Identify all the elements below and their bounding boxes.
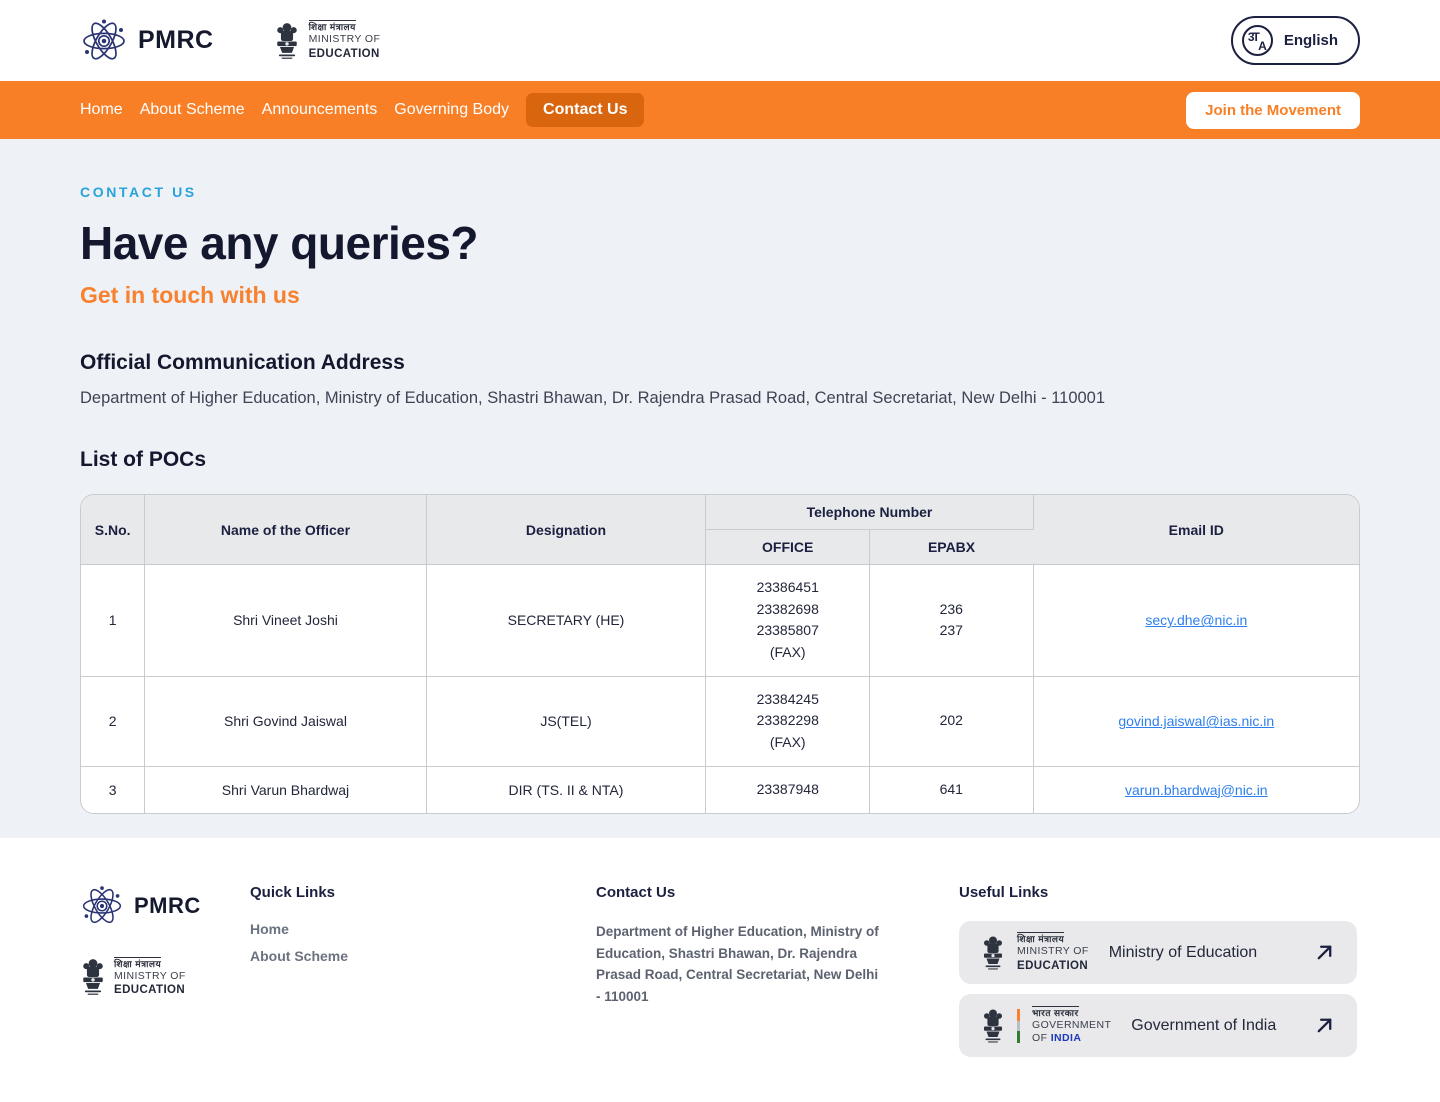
useful-link-label: Government of India <box>1131 1016 1277 1034</box>
moe-line1: MINISTRY OF <box>114 969 186 982</box>
ashoka-emblem-icon <box>984 936 1002 970</box>
cell-officer-name: Shri Varun Bhardwaj <box>144 766 427 813</box>
moe-line2: EDUCATION <box>308 47 380 60</box>
moe-line2: EDUCATION <box>114 984 186 996</box>
ashoka-emblem-icon <box>276 22 297 59</box>
language-label: English <box>1283 32 1338 49</box>
external-link-arrow-icon <box>1317 945 1332 960</box>
footer-ministry-of-education-logo: शिक्षा मंत्रालय MINISTRY OF EDUCATION <box>80 954 250 1000</box>
translate-icon: 3T A <box>1241 25 1273 56</box>
page-subtitle: Get in touch with us <box>80 282 300 308</box>
col-header-sno: S.No. <box>81 495 146 565</box>
cell-officer-name: Shri Vineet Joshi <box>144 564 427 677</box>
useful-link-ministry-of-education[interactable]: शिक्षा मंत्रालय MINISTRY OF EDUCATION Mi… <box>959 921 1357 984</box>
external-link-arrow-icon <box>1317 1018 1332 1033</box>
cell-office-phone: 23386451 23382698 23385807 (FAX) <box>705 564 870 677</box>
moe-line2: EDUCATION <box>1017 959 1089 972</box>
footer-contact-us: Contact Us Department of Higher Educatio… <box>596 884 959 1067</box>
footer-quick-links: Quick Links Home About Scheme <box>250 884 596 1067</box>
email-link[interactable]: secy.dhe@nic.in <box>1145 612 1248 629</box>
official-address-heading: Official Communication Address <box>80 351 405 374</box>
language-switcher[interactable]: 3T A English <box>1230 16 1360 65</box>
email-link[interactable]: govind.jaiswal@ias.nic.in <box>1118 713 1275 730</box>
cell-sno: 3 <box>81 766 146 813</box>
col-header-name: Name of the Officer <box>144 495 427 565</box>
email-link[interactable]: varun.bhardwaj@nic.in <box>1124 781 1268 798</box>
ashoka-emblem-icon <box>984 1009 1002 1043</box>
nav-item-contact-us[interactable]: Contact Us <box>526 93 645 127</box>
footer-useful-links: Useful Links शिक्षा मंत्रालय MINISTRY OF… <box>959 884 1360 1067</box>
cell-epabx: 236 237 <box>869 564 1034 677</box>
moe-line1: MINISTRY OF <box>308 33 381 46</box>
goi-india-text: INDIA <box>1050 1032 1082 1045</box>
quick-links-heading: Quick Links <box>250 884 336 901</box>
cell-office-phone: 23387948 <box>705 766 870 813</box>
brand-name: PMRC <box>138 26 214 54</box>
cell-epabx: 202 <box>869 676 1034 767</box>
pocs-table: S.No. Name of the Officer Designation Te… <box>80 494 1360 814</box>
ashoka-emblem-icon <box>83 959 103 995</box>
cell-officer-name: Shri Govind Jaiswal <box>144 676 427 767</box>
col-header-designation: Designation <box>426 495 707 565</box>
page-title: Have any queries? <box>80 217 479 269</box>
official-address-text: Department of Higher Education, Ministry… <box>80 389 1106 407</box>
goi-line1: GOVERNMENT <box>1032 1019 1112 1031</box>
pmrc-logo[interactable]: PMRC <box>80 17 214 65</box>
pocs-heading: List of POCs <box>80 448 207 471</box>
footer-contact-address: Department of Higher Education, Ministry… <box>596 924 879 1004</box>
ministry-of-education-logo: शिक्षा मंत्रालय MINISTRY OF EDUCATION <box>274 18 381 64</box>
nav-item-governing-body[interactable]: Governing Body <box>394 101 510 118</box>
cell-sno: 2 <box>81 676 146 767</box>
useful-links-heading: Useful Links <box>959 884 1049 901</box>
cell-epabx: 641 <box>869 766 1034 813</box>
footer-pmrc-logo: PMRC <box>80 884 250 928</box>
main-content: CONTACT US Have any queries? Get in touc… <box>0 139 1440 838</box>
join-the-movement-button[interactable]: Join the Movement <box>1186 91 1360 129</box>
useful-link-government-of-india[interactable]: भारत सरकार GOVERNMENT OF INDIA Governmen… <box>959 994 1357 1057</box>
atom-icon <box>82 885 122 927</box>
moe-hindi-text: शिक्षा मंत्रालय <box>114 956 162 969</box>
footer-contact-heading: Contact Us <box>596 884 676 901</box>
moe-line1: MINISTRY OF <box>1017 945 1089 958</box>
cell-office-phone: 23384245 23382298 (FAX) <box>705 676 870 767</box>
goi-hindi-text: भारत सरकार <box>1032 1005 1079 1018</box>
nav-item-home[interactable]: Home <box>80 101 123 118</box>
footer-link-about-scheme[interactable]: About Scheme <box>250 948 349 964</box>
useful-link-label: Ministry of Education <box>1108 943 1258 961</box>
table-row: 1 Shri Vineet Joshi SECRETARY (HE) 23386… <box>81 564 1359 677</box>
cell-sno: 1 <box>81 564 146 677</box>
footer-link-home[interactable]: Home <box>250 921 289 937</box>
goi-line2: OF INDIA <box>1032 1032 1082 1045</box>
page-footer: PMRC शिक्षा मंत्रालय MINISTRY OF EDUCATI… <box>0 838 1440 1067</box>
col-header-office: OFFICE <box>705 529 870 565</box>
col-header-telephone: Telephone Number <box>705 495 1034 530</box>
top-header: PMRC शिक्षा मंत्रालय MINISTRY OF EDUCATI… <box>0 0 1440 81</box>
col-header-epabx: EPABX <box>869 529 1034 565</box>
main-navbar: Home About Scheme Announcements Governin… <box>0 81 1440 139</box>
moe-hindi-text: शिक्षा मंत्रालय <box>1017 932 1065 945</box>
tricolor-bar <box>1017 1008 1020 1043</box>
table-row: 2 Shri Govind Jaiswal JS(TEL) 23384245 2… <box>81 676 1359 767</box>
cell-designation: JS(TEL) <box>426 676 707 767</box>
moe-hindi-text: शिक्षा मंत्रालय <box>308 20 356 33</box>
col-header-email: Email ID <box>1033 495 1359 565</box>
table-row: 3 Shri Varun Bhardwaj DIR (TS. II & NTA)… <box>81 766 1359 813</box>
footer-brand-name: PMRC <box>134 893 201 918</box>
nav-item-about-scheme[interactable]: About Scheme <box>139 101 245 118</box>
nav-item-announcements[interactable]: Announcements <box>261 101 378 118</box>
cell-designation: SECRETARY (HE) <box>426 564 707 677</box>
eyebrow-label: CONTACT US <box>80 184 197 200</box>
atom-icon <box>83 18 125 63</box>
cell-designation: DIR (TS. II & NTA) <box>426 766 707 813</box>
